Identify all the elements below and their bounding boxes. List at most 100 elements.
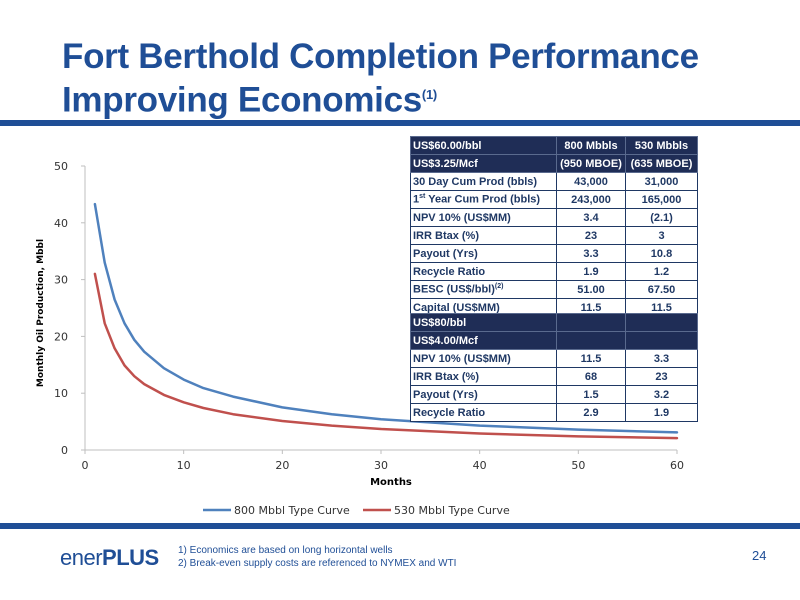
table1-row-value: 23 <box>556 226 626 245</box>
table1-row-label: IRR Btax (%) <box>410 226 557 245</box>
table1-row-value: 243,000 <box>556 190 626 209</box>
y-tick-label: 10 <box>54 387 68 400</box>
table2-header-row: US$80/bbl <box>410 313 698 332</box>
footer-divider <box>0 523 800 529</box>
page-number: 24 <box>752 548 767 563</box>
table2-row-label: IRR Btax (%) <box>410 367 557 386</box>
x-tick-label: 30 <box>374 459 388 472</box>
table1-row: Capital (US$MM) 11.5 11.5 <box>410 298 698 317</box>
table2-row: IRR Btax (%) 68 23 <box>410 367 698 386</box>
table2-header-cell <box>556 313 626 332</box>
table1-row: 30 Day Cum Prod (bbls) 43,000 31,000 <box>410 172 698 191</box>
table2-row-value: 2.9 <box>556 403 626 422</box>
legend-label-1: 800 Mbbl Type Curve <box>234 504 350 517</box>
title-line-1: Fort Berthold Completion Performance <box>62 37 699 76</box>
x-tick-label: 60 <box>670 459 684 472</box>
table1-header-cell: US$60.00/bbl <box>410 136 557 155</box>
table1-row: IRR Btax (%) 23 3 <box>410 226 698 245</box>
table1-row-value: 1.9 <box>556 262 626 281</box>
table1-row-value: 67.50 <box>625 280 698 299</box>
table1-row-value: 31,000 <box>625 172 698 191</box>
table1-row-label: 30 Day Cum Prod (bbls) <box>410 172 557 191</box>
table2-header-cell <box>556 331 626 350</box>
y-tick-label: 0 <box>61 444 68 457</box>
series-line-2 <box>93 272 679 440</box>
table1-header-cell: 530 Mbbls <box>625 136 698 155</box>
footnote-2: 2) Break-even supply costs are reference… <box>178 558 457 569</box>
table1-row-value: (2.1) <box>625 208 698 227</box>
y-tick-label: 40 <box>54 217 68 230</box>
table2-row: NPV 10% (US$MM) 11.5 3.3 <box>410 349 698 368</box>
table1-header-row: US$3.25/Mcf (950 MBOE) (635 MBOE) <box>410 154 698 173</box>
table2-row: Payout (Yrs) 1.5 3.2 <box>410 385 698 404</box>
table2-header-row: US$4.00/Mcf <box>410 331 698 350</box>
table1-row: BESC (US$/bbl)(2) 51.00 67.50 <box>410 280 698 299</box>
enerplus-logo: enerPLUS <box>60 545 159 571</box>
title-footnote-ref: (1) <box>421 87 437 102</box>
table1-row: Recycle Ratio 1.9 1.2 <box>410 262 698 281</box>
table1-row-value: 165,000 <box>625 190 698 209</box>
table2-header-cell <box>625 313 698 332</box>
logo-prefix: ener <box>60 545 103 570</box>
table1-header-cell: (950 MBOE) <box>556 154 626 173</box>
table2-row-value: 1.9 <box>625 403 698 422</box>
y-tick-label: 50 <box>54 160 68 173</box>
table2-header-cell: US$80/bbl <box>410 313 557 332</box>
footnote-1: 1) Economics are based on long horizonta… <box>178 545 393 556</box>
production-chart: 0 10 20 30 40 50 0 10 20 30 40 50 60 Months Monthly Oi… <box>36 160 684 517</box>
table2-header-cell: US$4.00/Mcf <box>410 331 557 350</box>
economics-table-60: US$60.00/bbl 800 Mbbls 530 Mbbls US$3.25/Mc… <box>410 136 698 317</box>
table1-header-cell: (635 MBOE) <box>625 154 698 173</box>
table1-row-label: NPV 10% (US$MM) <box>410 208 557 227</box>
table1-row: Payout (Yrs) 3.3 10.8 <box>410 244 698 263</box>
x-tick-label: 40 <box>473 459 487 472</box>
table1-row: 1st Year Cum Prod (bbls) 243,000 165,000 <box>410 190 698 209</box>
table1-row-value: 10.8 <box>625 244 698 263</box>
table1-row-value: 11.5 <box>625 298 698 317</box>
table2-row-label: Payout (Yrs) <box>410 385 557 404</box>
table1-row-value: 51.00 <box>556 280 626 299</box>
table2-row-value: 1.5 <box>556 385 626 404</box>
table2-row: Recycle Ratio 2.9 1.9 <box>410 403 698 422</box>
table1-row-label: Payout (Yrs) <box>410 244 557 263</box>
series-line-1 <box>93 202 679 434</box>
chart-lines <box>93 202 679 440</box>
y-tick-label: 30 <box>54 274 68 287</box>
table1-row-value: 1.2 <box>625 262 698 281</box>
table1-row-value: 3 <box>625 226 698 245</box>
table2-row-value: 23 <box>625 367 698 386</box>
economics-table-80: US$80/bbl US$4.00/Mcf NPV 10% (US$MM) 11.5 3… <box>410 313 698 422</box>
table2-header-cell <box>625 331 698 350</box>
logo-suffix: PLUS <box>102 545 159 570</box>
chart-legend: 800 Mbbl Type Curve 530 Mbbl Type Curve <box>203 504 510 517</box>
table1-row-label: Recycle Ratio <box>410 262 557 281</box>
y-axis-label: Monthly Oil Production, Mbbl <box>36 239 46 387</box>
table1-row-value: 3.4 <box>556 208 626 227</box>
table2-row-value: 3.2 <box>625 385 698 404</box>
table1-header-cell: 800 Mbbls <box>556 136 626 155</box>
table2-row-label: NPV 10% (US$MM) <box>410 349 557 368</box>
y-tick-label: 20 <box>54 330 68 343</box>
chart-axes: 0 10 20 30 40 50 0 10 20 30 40 50 60 Months Monthly Oi… <box>36 160 684 488</box>
table1-row-value: 3.3 <box>556 244 626 263</box>
x-tick-label: 0 <box>82 459 89 472</box>
table1-row-label: 1st Year Cum Prod (bbls) <box>410 190 557 209</box>
table2-row-label: Recycle Ratio <box>410 403 557 422</box>
x-axis-label: Months <box>370 477 412 488</box>
legend-label-2: 530 Mbbl Type Curve <box>394 504 510 517</box>
header-divider <box>0 120 800 126</box>
table1-row-value: 43,000 <box>556 172 626 191</box>
title-line-2: Improving Economics <box>62 80 422 120</box>
footnotes: 1) Economics are based on long horizonta… <box>178 544 456 570</box>
table2-row-value: 68 <box>556 367 626 386</box>
table1-row-label: BESC (US$/bbl)(2) <box>410 280 557 299</box>
table1-row: NPV 10% (US$MM) 3.4 (2.1) <box>410 208 698 227</box>
table2-row-value: 11.5 <box>556 349 626 368</box>
x-tick-label: 10 <box>177 459 191 472</box>
x-tick-label: 50 <box>571 459 585 472</box>
table1-header-row: US$60.00/bbl 800 Mbbls 530 Mbbls <box>410 136 698 155</box>
table2-row-value: 3.3 <box>625 349 698 368</box>
table1-row-label: Capital (US$MM) <box>410 298 557 317</box>
page-title: Fort Berthold Completion Performance Imp… <box>62 38 699 120</box>
x-tick-label: 20 <box>275 459 289 472</box>
